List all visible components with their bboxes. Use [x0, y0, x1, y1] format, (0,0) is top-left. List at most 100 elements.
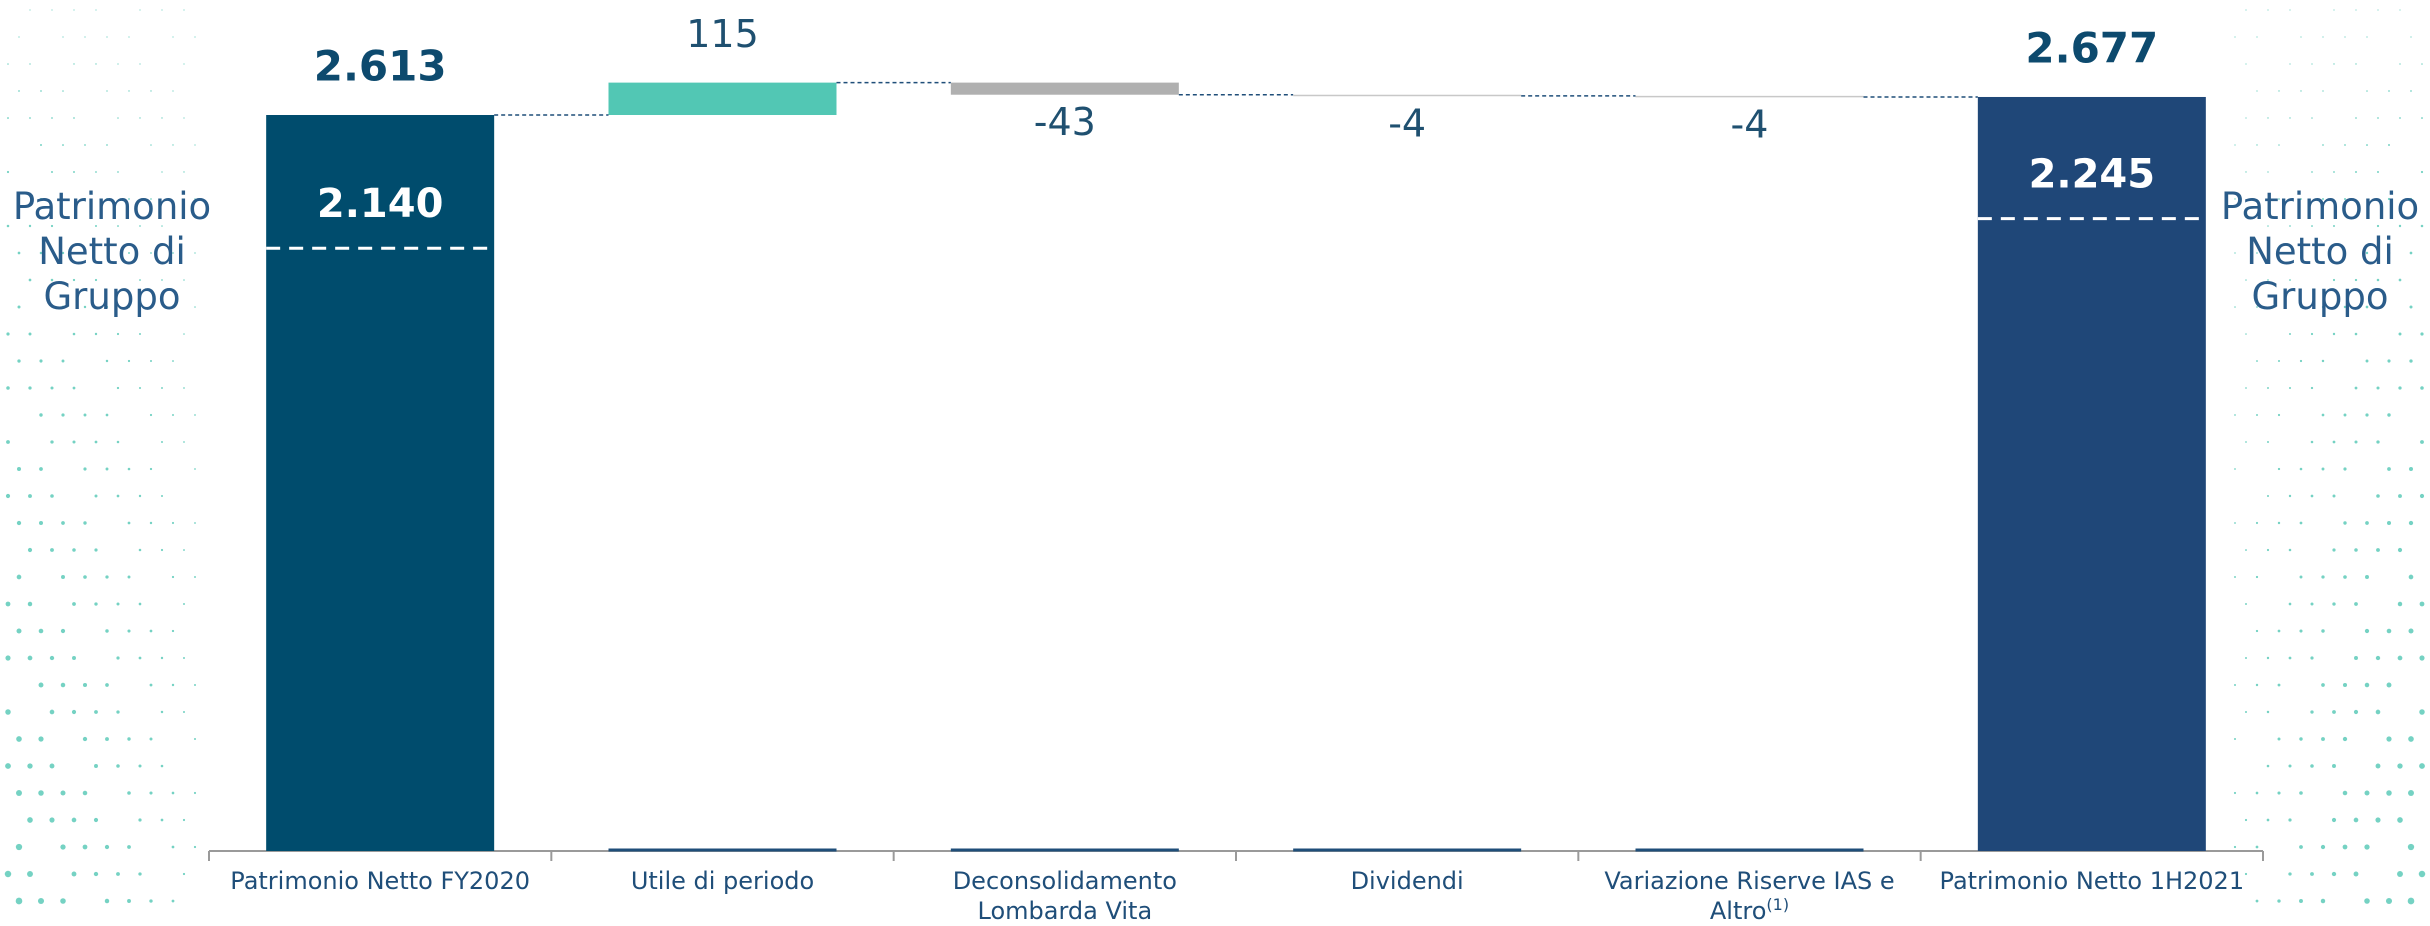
decor-dot [2398, 386, 2402, 390]
decor-dot [27, 547, 33, 553]
group-label: 2.140 [317, 181, 444, 227]
decor-dot [5, 493, 11, 499]
decor-dot [2354, 440, 2358, 444]
decor-dot [2388, 144, 2390, 146]
decor-dot [194, 306, 196, 308]
decor-dot [171, 575, 175, 579]
decor-dot [161, 117, 163, 119]
decor-dot [2234, 36, 2236, 38]
decor-dot [4, 870, 12, 878]
decor-dot [149, 737, 153, 741]
decor-dot [2245, 333, 2247, 335]
decor-dot [17, 305, 21, 309]
decor-dot [40, 144, 42, 146]
decor-dot [127, 629, 131, 633]
decor-dot [2408, 574, 2414, 580]
decor-dot [94, 440, 98, 444]
decor-dot [2245, 603, 2247, 605]
decor-dot [49, 655, 55, 661]
decor-dot [2289, 333, 2291, 335]
decor-dot [2419, 655, 2425, 661]
decor-dot [95, 63, 97, 65]
decor-dot [50, 224, 54, 228]
decor-dot [82, 844, 88, 850]
decor-dot [2245, 441, 2247, 443]
decor-dot [2386, 628, 2392, 634]
decor-dot [172, 90, 174, 92]
decor-dot [194, 414, 196, 416]
decor-dot [2399, 63, 2401, 65]
decor-dot [2288, 386, 2292, 390]
decor-dot [2421, 117, 2423, 119]
decor-dot [17, 197, 21, 201]
decor-dot [7, 63, 9, 65]
decor-dot [2299, 359, 2303, 363]
decor-dot [105, 683, 109, 687]
decor-dot [194, 198, 196, 200]
decor-dot [2267, 441, 2269, 443]
decor-dot [149, 413, 153, 417]
decor-dot [2408, 520, 2414, 526]
decor-dot [171, 899, 175, 903]
decor-dot [171, 521, 175, 525]
decor-dot [2364, 790, 2370, 796]
decor-dot [149, 791, 153, 795]
decor-dot [160, 494, 164, 498]
decor-dot [2343, 305, 2347, 309]
decor-dot [106, 90, 108, 92]
decor-dot [105, 575, 109, 579]
decor-dot [2255, 791, 2259, 795]
decor-dot [50, 548, 54, 552]
decor-dot [2343, 575, 2347, 579]
decor-dot [83, 467, 87, 471]
decor-dot [60, 790, 66, 796]
decor-dot [2299, 629, 2303, 633]
bar [608, 82, 837, 116]
x-tick-label: Variazione Riserve IAS e Altro(1) [1580, 866, 1920, 926]
decor-dot [127, 467, 131, 471]
decor-dot [160, 764, 164, 768]
decor-dot [105, 629, 109, 633]
decor-dot [150, 198, 152, 200]
decor-dot [2267, 225, 2269, 227]
decor-dot [61, 251, 65, 255]
decor-dot [193, 845, 197, 849]
decor-dot [28, 278, 32, 282]
decor-dot [2376, 224, 2380, 228]
side-label-right: Patrimonio Netto di Gruppo [2220, 185, 2420, 318]
decor-dot [27, 871, 33, 877]
decor-dot [2255, 629, 2259, 633]
decor-dot [2397, 763, 2403, 769]
decor-dot [2321, 359, 2325, 363]
decor-dot [2419, 709, 2425, 715]
decor-dot [95, 9, 97, 11]
decor-dot [139, 225, 141, 227]
decor-dot [2255, 521, 2259, 525]
decor-dot [38, 682, 44, 688]
decor-dot [128, 90, 130, 92]
decor-dot [2320, 898, 2326, 904]
decor-dot [2267, 117, 2269, 119]
decor-dot [139, 333, 141, 335]
decor-dot [116, 764, 120, 768]
decor-dot [182, 710, 186, 714]
decor-dot [83, 305, 87, 309]
decor-dot [39, 467, 43, 471]
decor-dot [2419, 493, 2425, 499]
decor-dot [2245, 657, 2247, 659]
decor-dot [60, 844, 66, 850]
decor-dot [61, 413, 65, 417]
decor-dot [15, 897, 23, 905]
decor-dot [183, 441, 185, 443]
decor-dot [2397, 655, 2403, 661]
decor-dot [194, 36, 196, 38]
decor-dot [2300, 36, 2302, 38]
decor-dot [105, 413, 109, 417]
decor-dot [2255, 899, 2259, 903]
group-label: 2.245 [2029, 152, 2156, 198]
decor-dot [2266, 494, 2270, 498]
decor-dot [183, 279, 185, 281]
decor-dot [2310, 710, 2314, 714]
decor-dot [2256, 360, 2258, 362]
